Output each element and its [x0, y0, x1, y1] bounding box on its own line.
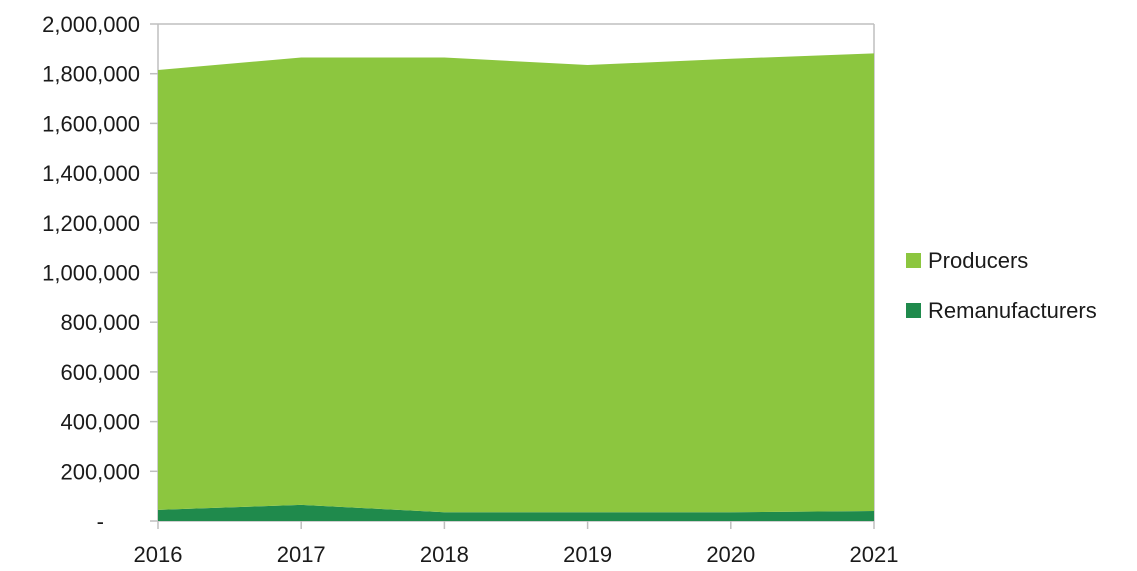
legend: Producers Remanufacturers [906, 248, 1097, 323]
y-tick-label: 1,200,000 [42, 211, 140, 236]
legend-label-remanufacturers: Remanufacturers [928, 298, 1097, 323]
x-tick-label: 2020 [706, 542, 755, 567]
y-tick-label: 1,400,000 [42, 161, 140, 186]
x-tick-label: 2016 [134, 542, 183, 567]
legend-label-producers: Producers [928, 248, 1028, 273]
legend-swatch-remanufacturers [906, 303, 921, 318]
y-tick-label: 1,600,000 [42, 111, 140, 136]
area-producers [158, 53, 874, 513]
x-tick-label: 2021 [850, 542, 899, 567]
x-axis: 2016 2017 2018 2019 2020 2021 [134, 521, 899, 567]
area-remanufacturers [158, 504, 874, 521]
x-tick-label: 2017 [277, 542, 326, 567]
y-tick-label: 400,000 [60, 410, 140, 435]
area-series-group [158, 53, 874, 521]
y-tick-label: 1,000,000 [42, 261, 140, 286]
legend-swatch-producers [906, 253, 921, 268]
y-tick-label: 2,000,000 [42, 12, 140, 37]
y-tick-label: 800,000 [60, 310, 140, 335]
x-tick-label: 2019 [563, 542, 612, 567]
x-tick-label: 2018 [420, 542, 469, 567]
y-tick-label: 200,000 [60, 459, 140, 484]
y-tick-label: 600,000 [60, 360, 140, 385]
y-tick-label: - [97, 509, 104, 534]
y-axis: - 200,000 400,000 600,000 800,000 1,000,000 1,… [42, 12, 158, 534]
y-tick-label: 1,800,000 [42, 62, 140, 87]
